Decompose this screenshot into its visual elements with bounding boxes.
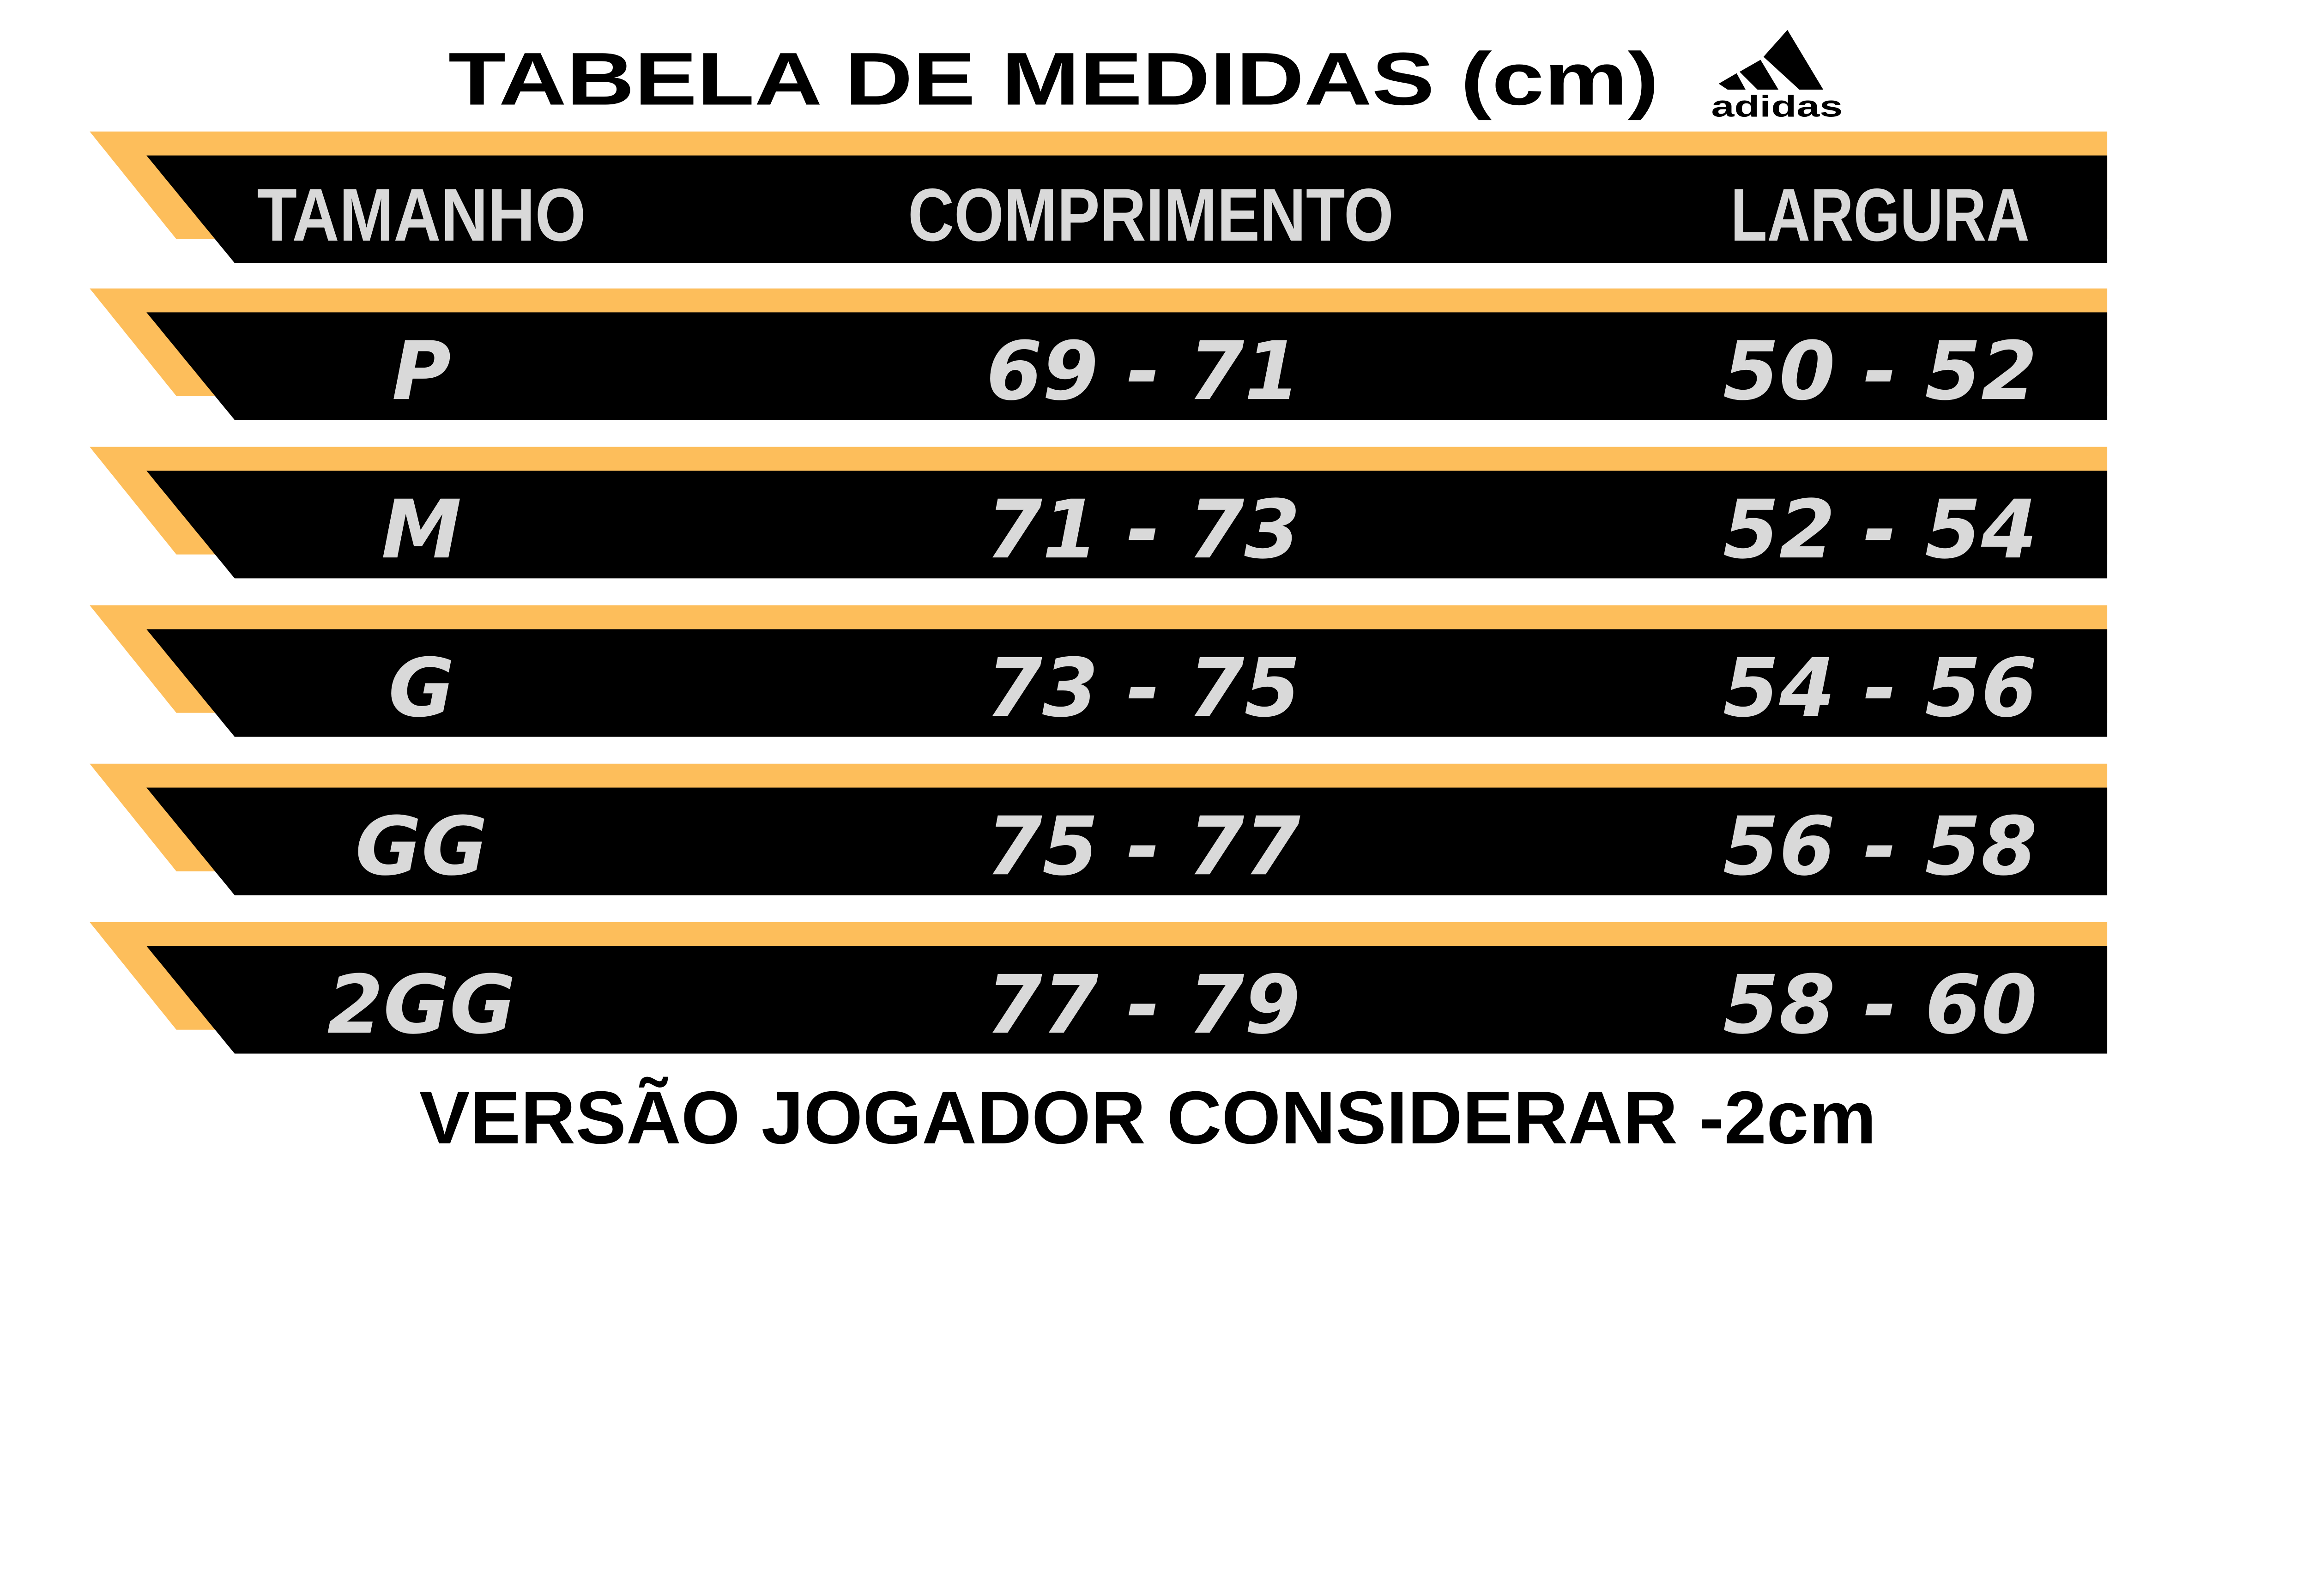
cell-width: 58 - 60 (1723, 958, 2037, 1052)
black-band (146, 155, 2108, 263)
black-band (146, 312, 2108, 420)
black-band (146, 946, 2108, 1054)
cell-width: 54 - 56 (1723, 641, 2037, 735)
table-row: M 71 - 73 52 - 54 (90, 447, 2108, 579)
table-row: P 69 - 71 50 - 52 (90, 288, 2108, 420)
adidas-logo: adidas (1711, 30, 1843, 123)
page-title: TABELA DE MEDIDAS (cm) (448, 38, 1659, 121)
cell-size: GG (355, 800, 488, 894)
black-band (146, 471, 2108, 579)
table-row: GG 75 - 77 56 - 58 (90, 763, 2108, 895)
cell-width: 52 - 54 (1723, 483, 2037, 577)
table-row: G 73 - 75 54 - 56 (90, 605, 2108, 737)
footer-note: VERSÃO JOGADOR CONSIDERAR -2cm (419, 1076, 1876, 1154)
cell-size: 2GG (327, 958, 515, 1052)
cell-length: 77 - 79 (986, 958, 1300, 1052)
cell-width: 56 - 58 (1723, 800, 2037, 894)
column-header: TAMANHO (257, 174, 586, 257)
size-chart: TABELA DE MEDIDAS (cm) adidas TAMANHO COM… (90, 30, 2108, 1154)
cell-length: 73 - 75 (986, 641, 1300, 735)
cell-length: 71 - 73 (986, 483, 1300, 577)
cell-size: G (388, 641, 454, 735)
cell-length: 75 - 77 (986, 800, 1300, 894)
column-header: COMPRIMENTO (908, 174, 1394, 257)
adidas-three-stripes-icon (1718, 30, 1824, 90)
cell-size: M (381, 483, 462, 577)
cell-size: P (392, 325, 451, 418)
column-header: LARGURA (1731, 174, 2030, 257)
table-header-row: TAMANHO COMPRIMENTO LARGURA (90, 131, 2108, 263)
cell-width: 50 - 52 (1723, 325, 2037, 418)
cell-length: 69 - 71 (986, 325, 1300, 418)
table-rows: TAMANHO COMPRIMENTO LARGURA P 69 - 71 50 - 52… (90, 131, 2108, 1054)
black-band (146, 629, 2108, 737)
svg-text:adidas: adidas (1711, 89, 1843, 123)
table-row: 2GG 77 - 79 58 - 60 (90, 922, 2108, 1054)
black-band (146, 787, 2108, 895)
